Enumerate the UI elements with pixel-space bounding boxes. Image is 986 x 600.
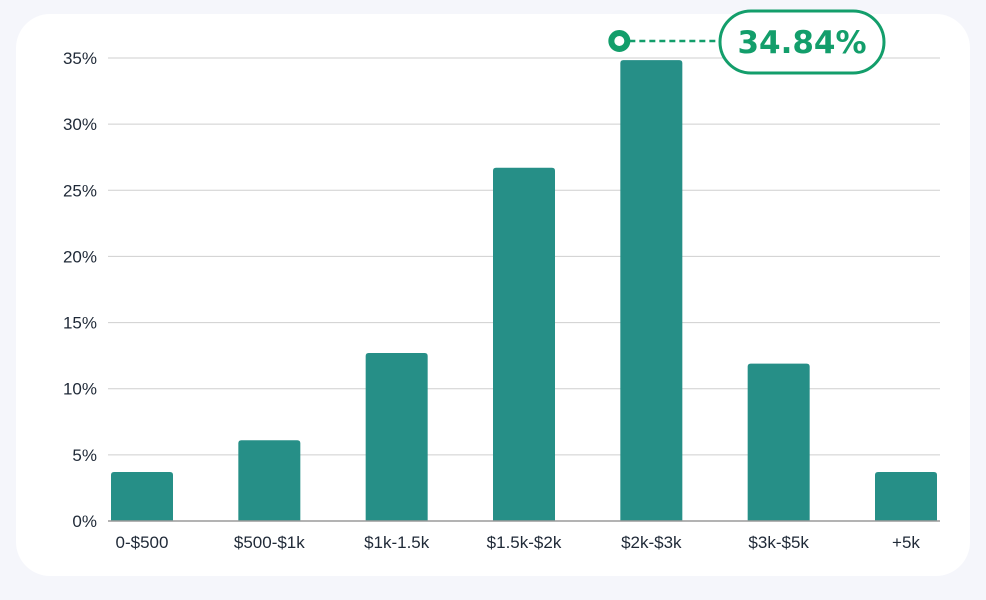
x-axis-ticks: 0-$500 $500-$1k $1k-1.5k $1.5k-$2k $2k-$3k $3… — [116, 533, 921, 552]
bar — [875, 472, 937, 521]
bars — [111, 60, 937, 521]
bar — [620, 60, 683, 521]
x-tick-label: $3k-$5k — [748, 533, 809, 552]
bar — [365, 352, 428, 521]
callout-marker — [608, 30, 631, 52]
y-tick-label: 20% — [63, 247, 97, 266]
bar — [111, 472, 173, 521]
y-tick-label: 0% — [72, 512, 97, 531]
y-tick-label: 35% — [63, 49, 97, 68]
bar — [747, 363, 810, 521]
callout-label: 34.84% — [737, 25, 866, 61]
y-axis-ticks: 0% 5% 10% 15% 20% 25% 30% 35% — [63, 49, 97, 531]
x-tick-label: +5k — [892, 533, 920, 552]
y-tick-label: 15% — [63, 314, 97, 333]
y-tick-label: 30% — [63, 115, 97, 134]
x-tick-label: $500-$1k — [234, 533, 305, 552]
y-tick-label: 25% — [63, 181, 97, 200]
callout-box — [718, 9, 886, 75]
x-tick-label: $1.5k-$2k — [487, 533, 562, 552]
bar — [238, 440, 301, 521]
x-tick-label: 0-$500 — [116, 533, 169, 552]
x-tick-label: $1k-1.5k — [364, 533, 430, 552]
x-tick-label: $2k-$3k — [621, 533, 682, 552]
value-callout: 34.84% — [608, 9, 886, 75]
y-tick-label: 10% — [63, 380, 97, 399]
bar — [493, 167, 555, 521]
y-tick-label: 5% — [72, 446, 97, 465]
